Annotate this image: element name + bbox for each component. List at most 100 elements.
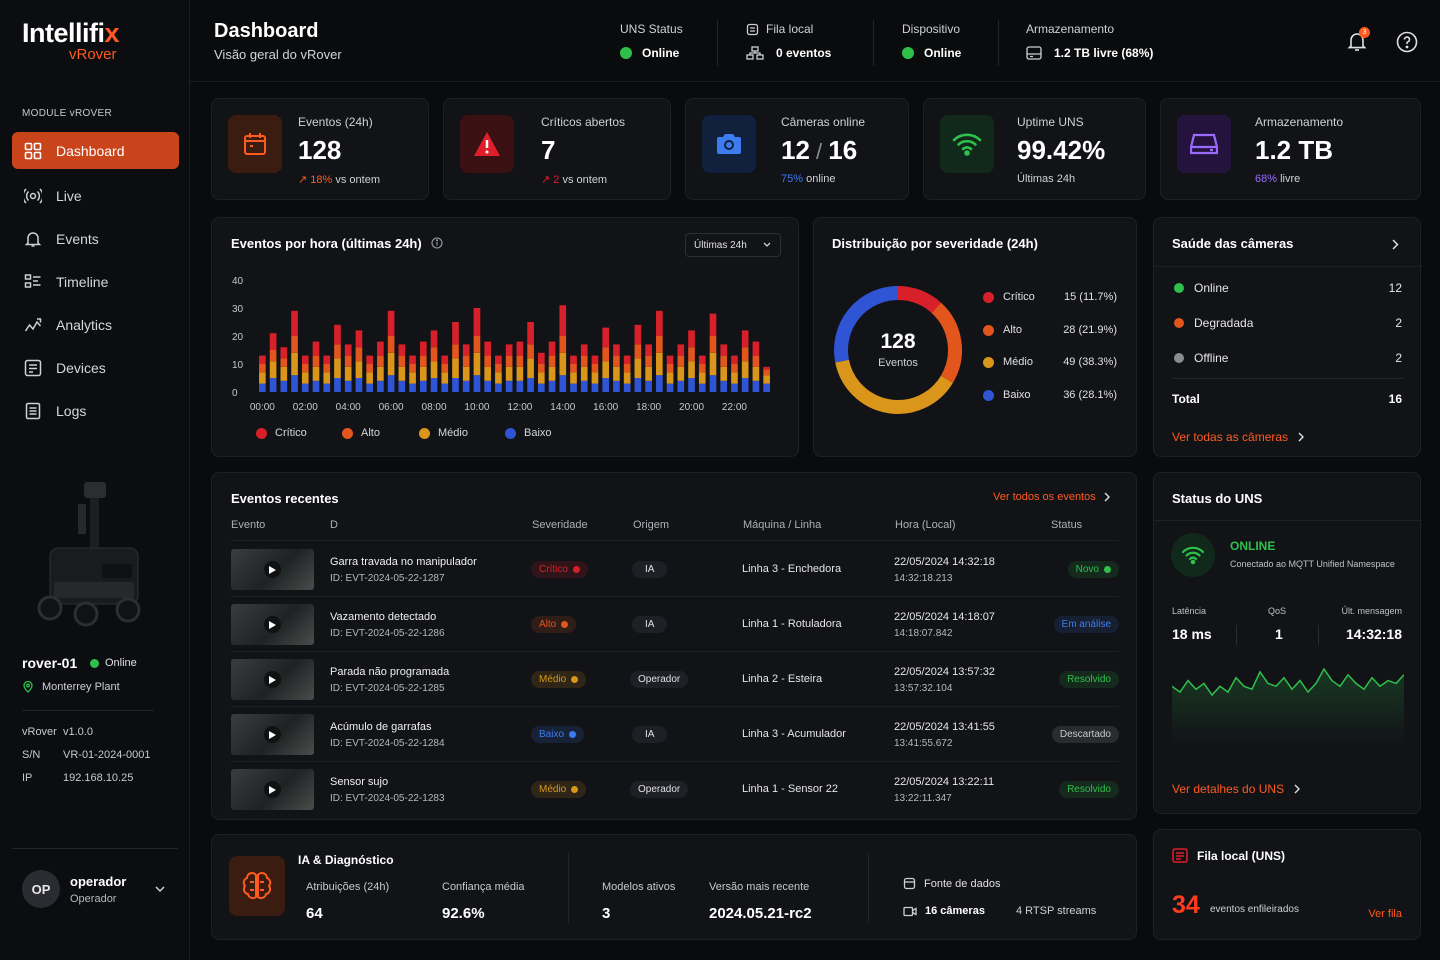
bar-segment-médio[interactable] — [344, 366, 352, 381]
bar-segment-alto[interactable] — [570, 364, 577, 373]
bar-segment-médio[interactable] — [537, 372, 545, 384]
bar-segment-baixo[interactable] — [377, 380, 384, 392]
bar-segment-alto[interactable] — [613, 355, 620, 367]
bar-segment-baixo[interactable] — [527, 378, 534, 392]
event-thumbnail[interactable] — [231, 659, 314, 700]
bar-segment-baixo[interactable] — [366, 383, 373, 392]
bar-segment-crítico[interactable] — [634, 324, 642, 345]
event-thumbnail[interactable] — [231, 549, 314, 590]
bar-segment-crítico[interactable] — [441, 355, 449, 364]
bar-segment-médio[interactable] — [334, 358, 341, 378]
bar-segment-crítico[interactable] — [505, 344, 513, 356]
bar-segment-crítico[interactable] — [559, 305, 567, 336]
bar-segment-alto[interactable] — [527, 344, 534, 359]
bar-segment-baixo[interactable] — [580, 380, 588, 392]
bar-segment-crítico[interactable] — [419, 341, 427, 356]
status-badge[interactable]: Resolvido — [1059, 671, 1119, 688]
bar-segment-baixo[interactable] — [259, 383, 266, 392]
bar-segment-alto[interactable] — [495, 364, 502, 373]
bar-segment-médio[interactable] — [419, 366, 427, 381]
view-all-cameras-link[interactable]: Ver todas as câmeras — [1172, 430, 1305, 444]
bar-segment-médio[interactable] — [301, 372, 309, 384]
bar-segment-médio[interactable] — [580, 366, 588, 381]
bar-segment-baixo[interactable] — [462, 380, 470, 392]
bar-segment-médio[interactable] — [462, 366, 470, 381]
bar-segment-crítico[interactable] — [291, 310, 298, 336]
bar-segment-baixo[interactable] — [698, 383, 706, 392]
bar-segment-médio[interactable] — [430, 361, 438, 378]
bar-segment-médio[interactable] — [377, 366, 384, 381]
bar-segment-crítico[interactable] — [473, 308, 481, 336]
bar-segment-alto[interactable] — [419, 355, 427, 367]
bar-segment-médio[interactable] — [613, 366, 620, 381]
table-row[interactable]: Vazamento detectado ID: EVT-2024-05-22-12… — [231, 597, 1119, 652]
bar-segment-médio[interactable] — [559, 352, 567, 376]
bar-segment-médio[interactable] — [731, 372, 738, 384]
bar-segment-crítico[interactable] — [387, 310, 395, 336]
table-row[interactable]: Parada não programada ID: EVT-2024-05-22-… — [231, 652, 1119, 707]
bar-segment-baixo[interactable] — [666, 383, 674, 392]
bar-segment-baixo[interactable] — [387, 375, 395, 392]
brand-logo[interactable]: Intellifix — [22, 18, 120, 49]
bar-segment-baixo[interactable] — [656, 375, 663, 392]
bar-segment-baixo[interactable] — [591, 383, 599, 392]
bar-segment-crítico[interactable] — [377, 341, 384, 356]
bar-segment-médio[interactable] — [623, 372, 631, 384]
bar-segment-baixo[interactable] — [613, 380, 620, 392]
notification-button[interactable]: 3 — [1346, 27, 1370, 54]
status-badge[interactable]: Em análise — [1053, 616, 1119, 633]
bar-segment-médio[interactable] — [527, 358, 534, 378]
bar-segment-crítico[interactable] — [731, 355, 738, 364]
bar-segment-crítico[interactable] — [462, 344, 470, 356]
sidebar-item-devices[interactable]: Devices — [12, 349, 179, 386]
bar-segment-baixo[interactable] — [548, 380, 556, 392]
bar-segment-médio[interactable] — [291, 352, 298, 376]
bar-segment-médio[interactable] — [602, 361, 610, 378]
bar-segment-baixo[interactable] — [720, 380, 728, 392]
bar-segment-médio[interactable] — [548, 366, 556, 381]
bar-segment-alto[interactable] — [731, 364, 738, 373]
bar-segment-alto[interactable] — [344, 355, 352, 367]
bar-segment-alto[interactable] — [752, 355, 760, 367]
bar-segment-alto[interactable] — [301, 364, 309, 373]
bar-segment-médio[interactable] — [634, 358, 642, 378]
event-thumbnail[interactable] — [231, 604, 314, 645]
bar-segment-médio[interactable] — [398, 366, 406, 381]
status-badge[interactable]: Resolvido — [1059, 781, 1119, 798]
play-icon[interactable] — [264, 726, 281, 743]
uns-details-link[interactable]: Ver detalhes do UNS — [1172, 782, 1301, 796]
sidebar-item-logs[interactable]: Logs — [12, 392, 179, 429]
event-thumbnail[interactable] — [231, 714, 314, 755]
status-badge[interactable]: Descartado — [1051, 726, 1119, 743]
bar-segment-alto[interactable] — [269, 350, 277, 362]
bar-segment-crítico[interactable] — [677, 344, 685, 356]
bar-segment-alto[interactable] — [580, 355, 588, 367]
bar-segment-médio[interactable] — [312, 366, 320, 381]
bar-segment-crítico[interactable] — [666, 355, 674, 364]
bar-segment-alto[interactable] — [484, 355, 492, 367]
bar-segment-baixo[interactable] — [677, 380, 685, 392]
bar-segment-crítico[interactable] — [495, 355, 502, 364]
bar-segment-alto[interactable] — [591, 364, 599, 373]
bar-segment-baixo[interactable] — [301, 383, 309, 392]
info-icon[interactable] — [431, 237, 443, 249]
bar-segment-médio[interactable] — [656, 352, 663, 376]
donut-slice-médio[interactable] — [835, 359, 953, 414]
bar-segment-baixo[interactable] — [452, 378, 459, 392]
bar-segment-alto[interactable] — [387, 336, 395, 353]
bar-segment-médio[interactable] — [452, 358, 459, 378]
bar-segment-alto[interactable] — [441, 364, 449, 373]
bar-segment-alto[interactable] — [666, 364, 674, 373]
bar-segment-baixo[interactable] — [537, 383, 545, 392]
bar-segment-médio[interactable] — [259, 372, 266, 384]
bar-segment-crítico[interactable] — [698, 355, 706, 364]
bar-segment-baixo[interactable] — [505, 380, 513, 392]
bar-segment-médio[interactable] — [269, 361, 277, 378]
bar-segment-crítico[interactable] — [452, 322, 459, 345]
bar-segment-alto[interactable] — [323, 364, 331, 373]
bar-segment-baixo[interactable] — [473, 375, 481, 392]
bar-segment-médio[interactable] — [688, 361, 695, 378]
bar-segment-alto[interactable] — [398, 355, 406, 367]
donut-slice-alto[interactable] — [931, 302, 962, 383]
bar-segment-baixo[interactable] — [484, 380, 492, 392]
